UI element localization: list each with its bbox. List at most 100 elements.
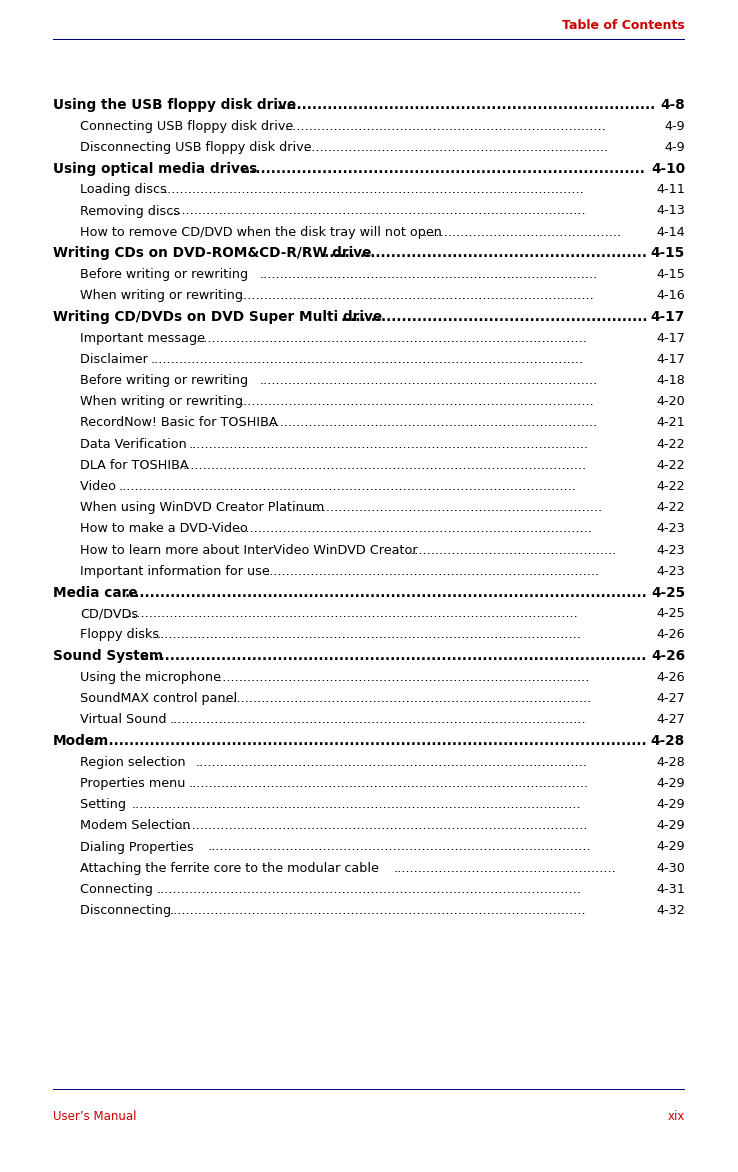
Text: ................................................................................: ........................................… bbox=[221, 693, 592, 706]
Text: ................................................................................: ........................................… bbox=[259, 268, 598, 281]
Text: 4-23: 4-23 bbox=[656, 565, 685, 578]
Text: Modem Selection: Modem Selection bbox=[80, 819, 190, 832]
Text: ................................................................................: ........................................… bbox=[182, 459, 587, 472]
Text: Before writing or rewriting: Before writing or rewriting bbox=[80, 374, 252, 387]
Text: SoundMAX control panel: SoundMAX control panel bbox=[80, 693, 237, 706]
Text: ................................................................................: ........................................… bbox=[163, 183, 584, 196]
Text: 4-28: 4-28 bbox=[656, 756, 685, 769]
Text: Data Verification: Data Verification bbox=[80, 437, 187, 451]
Text: ................................................................................: ........................................… bbox=[156, 883, 582, 895]
Text: 4-17: 4-17 bbox=[656, 332, 685, 345]
Text: Before writing or rewriting: Before writing or rewriting bbox=[80, 268, 252, 281]
Text: When writing or rewriting: When writing or rewriting bbox=[80, 395, 243, 408]
Text: Connecting: Connecting bbox=[80, 883, 161, 895]
Text: Media care: Media care bbox=[53, 586, 137, 600]
Text: ................................................................................: ........................................… bbox=[125, 607, 579, 620]
Text: Virtual Sound: Virtual Sound bbox=[80, 714, 170, 727]
Text: ................................................................................: ........................................… bbox=[170, 904, 586, 918]
Text: ................................................................................: ........................................… bbox=[151, 353, 584, 366]
Text: ................................................................................: ........................................… bbox=[240, 289, 595, 302]
Text: Removing discs: Removing discs bbox=[80, 204, 180, 218]
Text: When using WinDVD Creator Platinum: When using WinDVD Creator Platinum bbox=[80, 502, 324, 515]
Text: ...................................................: ........................................… bbox=[407, 544, 617, 557]
Text: 4-11: 4-11 bbox=[656, 183, 685, 196]
Text: 4-27: 4-27 bbox=[656, 714, 685, 727]
Text: 4-21: 4-21 bbox=[656, 416, 685, 429]
Text: Disconnecting: Disconnecting bbox=[80, 904, 175, 918]
Text: 4-20: 4-20 bbox=[656, 395, 685, 408]
Text: ................................................................................: ........................................… bbox=[208, 840, 592, 853]
Text: ................................................................................: ........................................… bbox=[195, 332, 587, 345]
Text: ................................................................................: ........................................… bbox=[189, 777, 589, 790]
Text: 4-14: 4-14 bbox=[656, 226, 685, 239]
Text: Using the microphone: Using the microphone bbox=[80, 670, 225, 684]
Text: 4-22: 4-22 bbox=[656, 502, 685, 515]
Text: 4-27: 4-27 bbox=[656, 693, 685, 706]
Text: Sound System: Sound System bbox=[53, 649, 163, 663]
Text: 4-9: 4-9 bbox=[664, 141, 685, 154]
Text: 4-17: 4-17 bbox=[651, 311, 685, 323]
Text: ...............................................................................: ........................................… bbox=[240, 162, 645, 176]
Text: ................................................................................: ........................................… bbox=[156, 628, 582, 641]
Text: 4-26: 4-26 bbox=[656, 670, 685, 684]
Text: Dialing Properties: Dialing Properties bbox=[80, 840, 201, 853]
Text: ................................................................................: ........................................… bbox=[131, 798, 581, 811]
Text: 4-25: 4-25 bbox=[656, 607, 685, 620]
Text: 4-29: 4-29 bbox=[656, 798, 685, 811]
Text: Important message: Important message bbox=[80, 332, 209, 345]
Text: Table of Contents: Table of Contents bbox=[562, 19, 685, 32]
Text: ..........................................................................: ........................................… bbox=[297, 502, 603, 515]
Text: 4-26: 4-26 bbox=[651, 649, 685, 663]
Text: 4-30: 4-30 bbox=[656, 861, 685, 874]
Text: Modem: Modem bbox=[53, 734, 109, 748]
Text: ................................................................................: ........................................… bbox=[234, 523, 593, 536]
Text: 4-29: 4-29 bbox=[656, 777, 685, 790]
Text: ................................................................................: ........................................… bbox=[125, 586, 648, 600]
Text: User’s Manual: User’s Manual bbox=[53, 1110, 137, 1123]
Text: 4-13: 4-13 bbox=[656, 204, 685, 218]
Text: DLA for TOSHIBA: DLA for TOSHIBA bbox=[80, 459, 193, 472]
Text: CD/DVDs: CD/DVDs bbox=[80, 607, 138, 620]
Text: 4-8: 4-8 bbox=[661, 98, 685, 113]
Text: 4-25: 4-25 bbox=[651, 586, 685, 600]
Text: ..........................................................................: ........................................… bbox=[276, 98, 655, 113]
Text: 4-10: 4-10 bbox=[651, 162, 685, 176]
Text: Floppy disks: Floppy disks bbox=[80, 628, 159, 641]
Text: 4-28: 4-28 bbox=[651, 734, 685, 748]
Text: xix: xix bbox=[668, 1110, 685, 1123]
Text: ................................................................................: ........................................… bbox=[89, 734, 648, 748]
Text: 4-15: 4-15 bbox=[651, 246, 685, 260]
Text: Important information for use: Important information for use bbox=[80, 565, 270, 578]
Text: 4-26: 4-26 bbox=[656, 628, 685, 641]
Text: 4-29: 4-29 bbox=[656, 819, 685, 832]
Text: ................................................................................: ........................................… bbox=[170, 204, 586, 218]
Text: When writing or rewriting: When writing or rewriting bbox=[80, 289, 243, 302]
Text: Attaching the ferrite core to the modular cable: Attaching the ferrite core to the modula… bbox=[80, 861, 387, 874]
Text: How to learn more about InterVideo WinDVD Creator: How to learn more about InterVideo WinDV… bbox=[80, 544, 426, 557]
Text: .................................................: ........................................… bbox=[419, 226, 621, 239]
Text: 4-23: 4-23 bbox=[656, 523, 685, 536]
Text: Disclaimer: Disclaimer bbox=[80, 353, 152, 366]
Text: 4-18: 4-18 bbox=[656, 374, 685, 387]
Text: ................................................................................: ........................................… bbox=[259, 416, 598, 429]
Text: 4-22: 4-22 bbox=[656, 481, 685, 493]
Text: Region selection: Region selection bbox=[80, 756, 193, 769]
Text: Properties menu: Properties menu bbox=[80, 777, 193, 790]
Text: 4-29: 4-29 bbox=[656, 840, 685, 853]
Text: Writing CDs on DVD-ROM&CD-R/RW drive: Writing CDs on DVD-ROM&CD-R/RW drive bbox=[53, 246, 376, 260]
Text: 4-9: 4-9 bbox=[664, 120, 685, 132]
Text: Using the USB floppy disk drive: Using the USB floppy disk drive bbox=[53, 98, 296, 113]
Text: ................................................................................: ........................................… bbox=[215, 670, 590, 684]
Text: How to make a DVD-Video: How to make a DVD-Video bbox=[80, 523, 252, 536]
Text: ................................................................................: ........................................… bbox=[240, 395, 595, 408]
Text: ..............................................................................: ........................................… bbox=[285, 120, 607, 132]
Text: Disconnecting USB floppy disk drive: Disconnecting USB floppy disk drive bbox=[80, 141, 311, 154]
Text: Setting: Setting bbox=[80, 798, 130, 811]
Text: How to remove CD/DVD when the disk tray will not open: How to remove CD/DVD when the disk tray … bbox=[80, 226, 442, 239]
Text: ......................................................: ........................................… bbox=[393, 861, 616, 874]
Text: 4-22: 4-22 bbox=[656, 459, 685, 472]
Text: 4-22: 4-22 bbox=[656, 437, 685, 451]
Text: ................................................................................: ........................................… bbox=[176, 819, 588, 832]
Text: ................................................................................: ........................................… bbox=[118, 481, 576, 493]
Text: Video: Video bbox=[80, 481, 120, 493]
